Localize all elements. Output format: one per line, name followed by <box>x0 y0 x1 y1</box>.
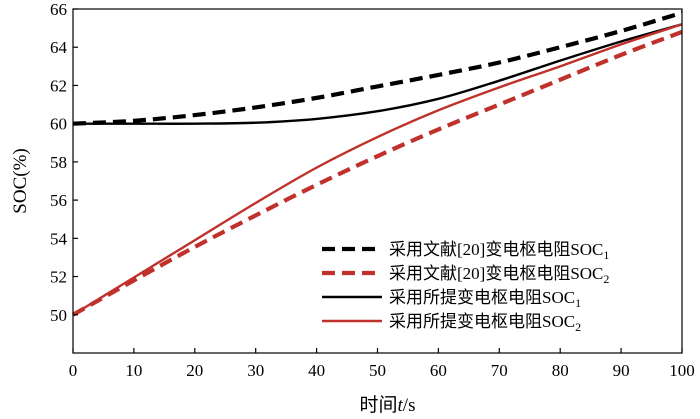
legend-label-3: 采用所提变电枢电阻SOC1 <box>389 288 581 310</box>
x-axis-title-suffix: /s <box>403 395 416 416</box>
x-tick-label: 20 <box>186 361 203 380</box>
legend-label-text: 采用文献[20]变电枢电阻SOC <box>389 264 603 283</box>
plot-frame <box>72 8 683 354</box>
legend-label-subscript: 2 <box>603 272 609 286</box>
legend-label-subscript: 2 <box>575 320 581 334</box>
x-tick-label: 90 <box>613 361 630 380</box>
y-tick-label: 54 <box>50 229 68 248</box>
x-tick-label: 0 <box>69 361 78 380</box>
series-layer <box>71 10 683 317</box>
x-tick-label: 40 <box>308 361 325 380</box>
legend-label-text: 采用文献[20]变电枢电阻SOC <box>389 240 603 259</box>
y-tick-label: 60 <box>50 115 67 134</box>
legend-label-2: 采用文献[20]变电枢电阻SOC2 <box>389 264 609 286</box>
y-tick-label: 50 <box>50 306 67 325</box>
y-axis-title: SOC(%) <box>10 148 31 213</box>
x-tick-label: 100 <box>669 361 695 380</box>
legend-label-text: 采用所提变电枢电阻SOC <box>389 288 575 307</box>
legend-label-1: 采用文献[20]变电枢电阻SOC1 <box>389 240 609 262</box>
legend-label-text: 采用所提变电枢电阻SOC <box>389 312 575 331</box>
legend-label-subscript: 1 <box>575 296 581 310</box>
x-axis-title-prefix: 时间 <box>360 394 398 416</box>
x-axis-title-var: t <box>398 395 404 416</box>
ticks-layer: 0 10 20 30 40 50 60 70 80 90 100 50 52 54 56 58 60 62 64 66 <box>50 0 695 380</box>
y-tick-label: 58 <box>50 153 67 172</box>
x-tick-label: 60 <box>430 361 447 380</box>
y-tick-label: 66 <box>50 0 67 19</box>
x-tick-label: 70 <box>491 361 508 380</box>
y-tick-label: 62 <box>50 76 67 95</box>
series-line-4 <box>72 23 683 316</box>
legend-label-subscript: 1 <box>603 248 609 262</box>
x-axis-title: 时间t/s <box>360 394 416 416</box>
legend: 采用文献[20]变电枢电阻SOC1采用文献[20]变电枢电阻SOC2采用所提变电… <box>322 240 609 334</box>
series-line-2 <box>71 29 683 317</box>
series-line-3 <box>72 23 683 125</box>
x-tick-label: 50 <box>369 361 386 380</box>
x-tick-label: 10 <box>125 361 142 380</box>
y-tick-label: 56 <box>50 191 67 210</box>
y-tick-label: 52 <box>50 268 67 287</box>
legend-label-4: 采用所提变电枢电阻SOC2 <box>389 312 581 334</box>
y-tick-label: 64 <box>50 38 68 57</box>
series-line-1 <box>72 10 683 126</box>
x-tick-label: 80 <box>552 361 569 380</box>
x-tick-label: 30 <box>247 361 264 380</box>
